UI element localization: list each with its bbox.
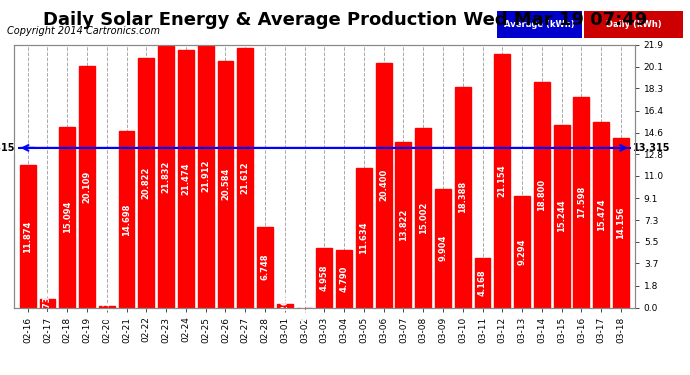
- Text: 0.127: 0.127: [102, 294, 111, 320]
- Text: 21.474: 21.474: [181, 162, 190, 195]
- Bar: [158, 46, 174, 308]
- Text: 21.612: 21.612: [241, 162, 250, 194]
- Bar: [593, 122, 609, 308]
- Text: 11.634: 11.634: [359, 222, 368, 254]
- Bar: [435, 189, 451, 308]
- Text: 6.748: 6.748: [260, 254, 270, 280]
- Bar: [277, 304, 293, 307]
- Text: 15.002: 15.002: [419, 201, 428, 234]
- FancyBboxPatch shape: [497, 11, 582, 38]
- Text: 11.874: 11.874: [23, 220, 32, 252]
- Text: 21.154: 21.154: [497, 164, 506, 197]
- Text: 20.400: 20.400: [379, 169, 388, 201]
- Text: Copyright 2014 Cartronics.com: Copyright 2014 Cartronics.com: [7, 26, 160, 36]
- Bar: [237, 48, 253, 308]
- Bar: [455, 87, 471, 308]
- Text: 0.000: 0.000: [300, 294, 309, 321]
- Text: 13.822: 13.822: [399, 209, 408, 241]
- Text: 21.832: 21.832: [161, 160, 170, 193]
- Bar: [475, 258, 491, 307]
- Text: 15.474: 15.474: [597, 198, 606, 231]
- Text: 0.732: 0.732: [43, 290, 52, 316]
- Bar: [613, 138, 629, 308]
- Bar: [514, 196, 530, 308]
- Text: 4.958: 4.958: [319, 264, 329, 291]
- Bar: [139, 58, 155, 308]
- Text: 9.294: 9.294: [518, 238, 526, 265]
- Bar: [79, 66, 95, 308]
- Text: Daily (kWh): Daily (kWh): [606, 20, 662, 29]
- Text: 15.094: 15.094: [63, 201, 72, 233]
- Text: 20.822: 20.822: [142, 166, 151, 199]
- Text: 9.904: 9.904: [438, 235, 447, 261]
- Text: 14.156: 14.156: [616, 206, 625, 239]
- Text: 20.584: 20.584: [221, 168, 230, 200]
- Bar: [59, 127, 75, 308]
- Bar: [39, 299, 55, 307]
- Bar: [573, 97, 589, 308]
- Text: 14.698: 14.698: [122, 203, 131, 236]
- Bar: [257, 226, 273, 308]
- Text: Daily Solar Energy & Average Production Wed Mar 19 07:49: Daily Solar Energy & Average Production …: [43, 11, 647, 29]
- Text: 15.244: 15.244: [557, 200, 566, 232]
- Text: 4.790: 4.790: [339, 266, 348, 292]
- Bar: [395, 142, 411, 308]
- Text: 20.109: 20.109: [83, 171, 92, 203]
- Bar: [376, 63, 391, 308]
- Bar: [178, 50, 194, 308]
- Text: 21.912: 21.912: [201, 160, 210, 192]
- Bar: [356, 168, 372, 308]
- Text: 13.315: 13.315: [633, 143, 670, 153]
- FancyBboxPatch shape: [584, 11, 683, 38]
- Bar: [198, 45, 213, 308]
- Bar: [20, 165, 36, 308]
- Bar: [99, 306, 115, 308]
- Text: 13.315: 13.315: [0, 143, 16, 153]
- Bar: [415, 128, 431, 308]
- Bar: [317, 248, 332, 308]
- Bar: [119, 131, 135, 308]
- Bar: [494, 54, 510, 307]
- Text: 17.598: 17.598: [577, 186, 586, 218]
- Text: 4.168: 4.168: [478, 269, 487, 296]
- Text: 18.800: 18.800: [538, 179, 546, 211]
- Bar: [336, 250, 352, 307]
- Bar: [217, 61, 233, 308]
- Bar: [553, 125, 569, 308]
- Text: Average (kWh): Average (kWh): [504, 20, 575, 29]
- Text: 0.266: 0.266: [280, 292, 289, 319]
- Bar: [534, 82, 550, 308]
- Text: 18.388: 18.388: [458, 181, 467, 213]
